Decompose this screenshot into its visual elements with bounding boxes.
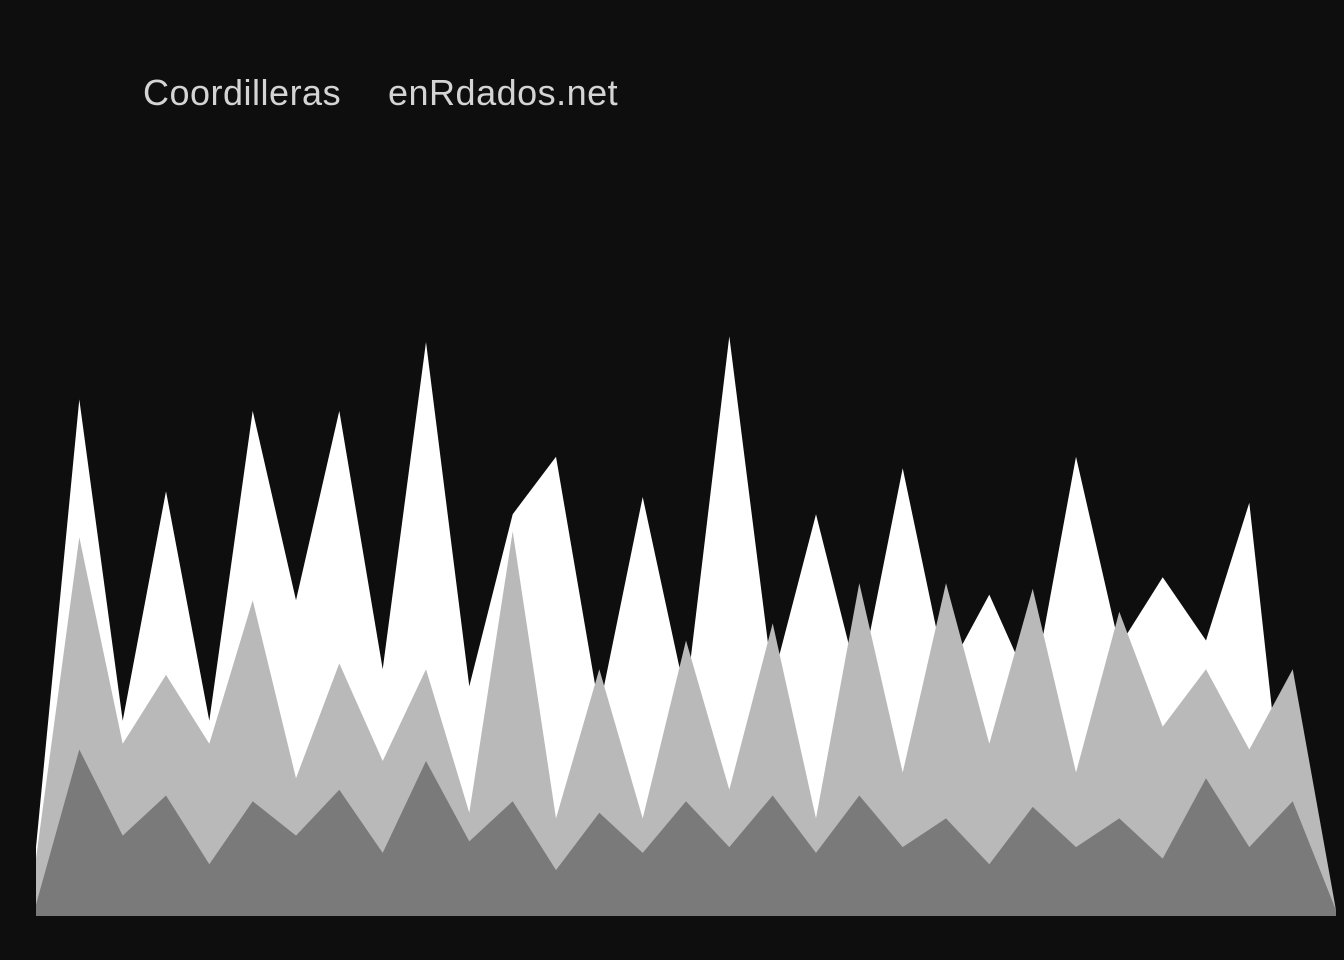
area-layers xyxy=(36,336,1336,916)
chart-subtitle: enRdados.net xyxy=(388,72,619,113)
area-series-2 xyxy=(36,531,1336,916)
chart-title: Coordilleras xyxy=(143,72,342,113)
area-series-3 xyxy=(36,749,1336,916)
